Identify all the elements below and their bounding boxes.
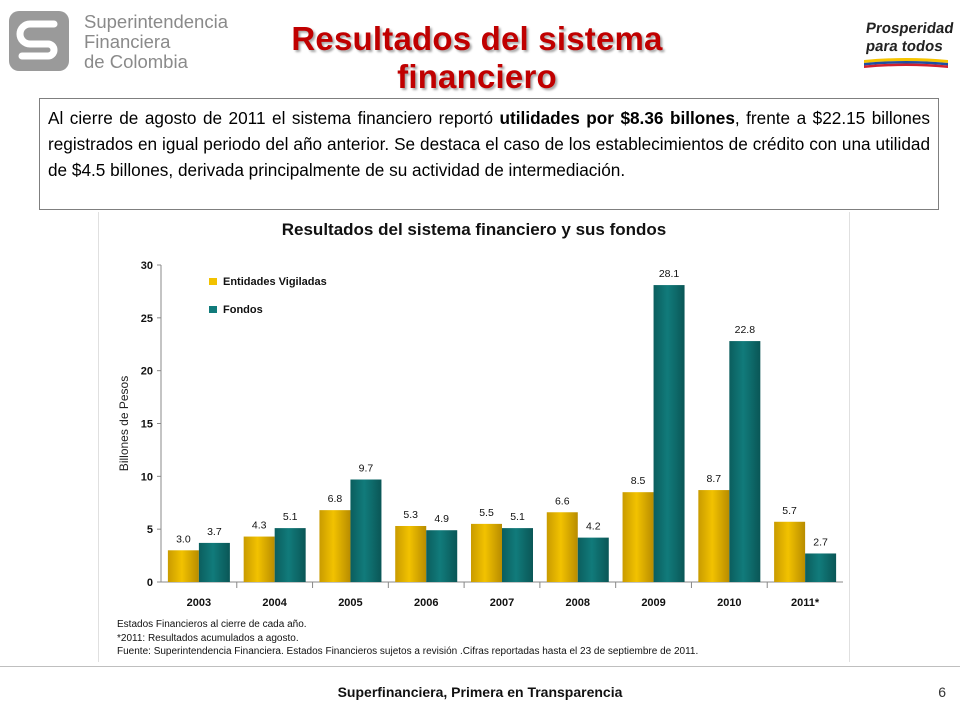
chart-note-1: Estados Financieros al cierre de cada añ… xyxy=(117,619,307,630)
bar-entidades-3 xyxy=(395,525,427,582)
data-label-entidades-0: 3.0 xyxy=(176,533,191,545)
chart-note-2: *2011: Resultados acumulados a agosto. xyxy=(117,632,299,644)
bar-entidades-7 xyxy=(698,490,730,582)
x-tick-label-6: 2009 xyxy=(641,597,665,609)
data-label-entidades-1: 4.3 xyxy=(252,520,267,532)
data-label-entidades-5: 6.6 xyxy=(555,495,570,507)
summary-text-highlight: utilidades por $8.36 billones xyxy=(499,108,735,128)
data-label-entidades-6: 8.5 xyxy=(631,475,646,487)
logo-left-line-3: de Colombia xyxy=(84,51,188,72)
data-label-fondos-0: 3.7 xyxy=(207,526,222,538)
bar-chart: 0 5 10 15 20 25 30 Billones de Pesos 2003 3.0 3.7 2… xyxy=(117,260,843,609)
bar-entidades-8 xyxy=(774,521,806,582)
x-tick-label-7: 2010 xyxy=(717,597,741,609)
bar-fondos-6 xyxy=(653,285,685,582)
y-tick-label-5: 25 xyxy=(141,313,153,325)
bar-entidades-1 xyxy=(243,536,275,582)
y-tick-label-1: 5 xyxy=(147,524,153,536)
bar-fondos-2 xyxy=(350,479,382,582)
summary-text-box: Al cierre de agosto de 2011 el sistema f… xyxy=(39,98,939,210)
data-label-fondos-8: 2.7 xyxy=(813,536,828,548)
page-number: 6 xyxy=(938,684,946,700)
chart-panel: Resultados del sistema financiero y sus … xyxy=(98,212,850,662)
bar-entidades-5 xyxy=(546,512,578,582)
data-label-fondos-3: 4.9 xyxy=(434,513,449,525)
x-tick-label-5: 2008 xyxy=(566,597,590,609)
x-tick-label-1: 2004 xyxy=(262,597,287,609)
data-label-entidades-2: 6.8 xyxy=(328,493,343,505)
bar-fondos-4 xyxy=(502,528,533,582)
logo-right-line-2: para todos xyxy=(864,38,944,55)
y-tick-label-3: 15 xyxy=(141,419,153,431)
summary-text-end: , frente a $22.15 billones registrados e… xyxy=(48,108,930,180)
data-label-fondos-2: 9.7 xyxy=(359,463,374,475)
superintendencia-logo-text: Superintendencia Financiera de Colombia xyxy=(84,12,228,72)
footer-text: Superfinanciera, Primera en Transparenci… xyxy=(337,684,623,700)
x-tick-label-0: 2003 xyxy=(187,597,211,609)
x-tick-label-8: 2011* xyxy=(791,597,820,609)
bar-fondos-8 xyxy=(805,553,837,582)
logo-left-line-2: Financiera xyxy=(84,31,171,52)
data-label-entidades-8: 5.7 xyxy=(782,505,797,517)
data-label-entidades-3: 5.3 xyxy=(403,509,418,521)
data-label-entidades-7: 8.7 xyxy=(707,473,722,485)
data-label-fondos-5: 4.2 xyxy=(586,521,601,533)
bar-fondos-3 xyxy=(426,530,458,582)
footer-divider xyxy=(0,666,960,667)
colombia-flag-stripe-icon xyxy=(864,58,948,68)
legend-label-1: Fondos xyxy=(223,304,263,316)
bar-entidades-2 xyxy=(319,510,351,582)
bar-fondos-5 xyxy=(577,537,609,582)
superintendencia-logo-icon xyxy=(9,11,69,71)
summary-text-start: Al cierre de agosto de 2011 el sistema f… xyxy=(48,108,500,128)
chart-note-3: Fuente: Superintendencia Financiera. Est… xyxy=(117,646,699,657)
x-tick-label-2: 2005 xyxy=(338,597,362,609)
bar-entidades-6 xyxy=(622,492,654,582)
x-tick-label-4: 2007 xyxy=(490,597,514,609)
bar-fondos-0 xyxy=(198,542,230,582)
logo-left-line-1: Superintendencia xyxy=(84,11,228,32)
y-tick-label-2: 10 xyxy=(141,471,153,483)
superintendencia-logo: Superintendencia Financiera de Colombia xyxy=(8,10,228,72)
chart-notes: Estados Financieros al cierre de cada añ… xyxy=(117,618,698,659)
legend-swatch-0 xyxy=(209,278,217,285)
data-label-entidades-4: 5.5 xyxy=(479,507,494,519)
y-tick-label-4: 20 xyxy=(141,366,153,378)
data-label-fondos-4: 5.1 xyxy=(510,511,525,523)
bar-entidades-4 xyxy=(471,523,502,582)
page-title: Resultados del sistema financiero xyxy=(291,20,663,95)
y-tick-label-6: 30 xyxy=(141,260,153,272)
legend-label-0: Entidades Vigiladas xyxy=(223,276,327,288)
data-label-fondos-6: 28.1 xyxy=(659,268,680,280)
prosperidad-logo: Prosperidad para todos xyxy=(860,14,955,70)
bar-fondos-7 xyxy=(729,341,761,582)
data-label-fondos-1: 5.1 xyxy=(283,511,298,523)
chart-title: Resultados del sistema financiero y sus … xyxy=(281,220,667,239)
y-tick-label-0: 0 xyxy=(147,577,153,589)
logo-right-line-1: Prosperidad xyxy=(864,20,955,37)
legend-swatch-1 xyxy=(209,306,217,313)
bar-fondos-1 xyxy=(274,528,306,582)
x-tick-label-3: 2006 xyxy=(414,597,438,609)
data-label-fondos-7: 22.8 xyxy=(735,324,756,336)
bar-entidades-0 xyxy=(167,550,199,582)
y-axis-label: Billones de Pesos xyxy=(117,376,131,471)
